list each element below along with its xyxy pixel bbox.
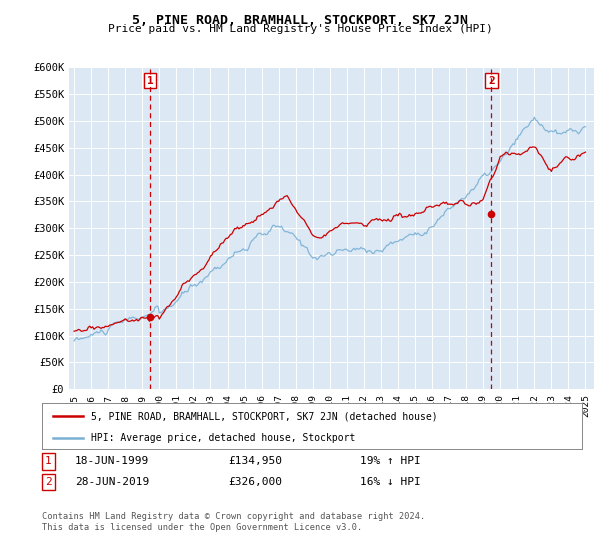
Text: 28-JUN-2019: 28-JUN-2019 <box>75 477 149 487</box>
Text: 1: 1 <box>147 76 154 86</box>
Text: Price paid vs. HM Land Registry's House Price Index (HPI): Price paid vs. HM Land Registry's House … <box>107 24 493 34</box>
Text: 1: 1 <box>45 456 52 466</box>
Text: £326,000: £326,000 <box>228 477 282 487</box>
Text: Contains HM Land Registry data © Crown copyright and database right 2024.
This d: Contains HM Land Registry data © Crown c… <box>42 512 425 532</box>
Text: 16% ↓ HPI: 16% ↓ HPI <box>360 477 421 487</box>
Text: 18-JUN-1999: 18-JUN-1999 <box>75 456 149 466</box>
Text: 2: 2 <box>488 76 495 86</box>
Text: 5, PINE ROAD, BRAMHALL, STOCKPORT, SK7 2JN: 5, PINE ROAD, BRAMHALL, STOCKPORT, SK7 2… <box>132 14 468 27</box>
Text: 5, PINE ROAD, BRAMHALL, STOCKPORT, SK7 2JN (detached house): 5, PINE ROAD, BRAMHALL, STOCKPORT, SK7 2… <box>91 411 437 421</box>
Text: 2: 2 <box>45 477 52 487</box>
Text: £134,950: £134,950 <box>228 456 282 466</box>
Text: 19% ↑ HPI: 19% ↑ HPI <box>360 456 421 466</box>
Text: HPI: Average price, detached house, Stockport: HPI: Average price, detached house, Stoc… <box>91 433 355 442</box>
